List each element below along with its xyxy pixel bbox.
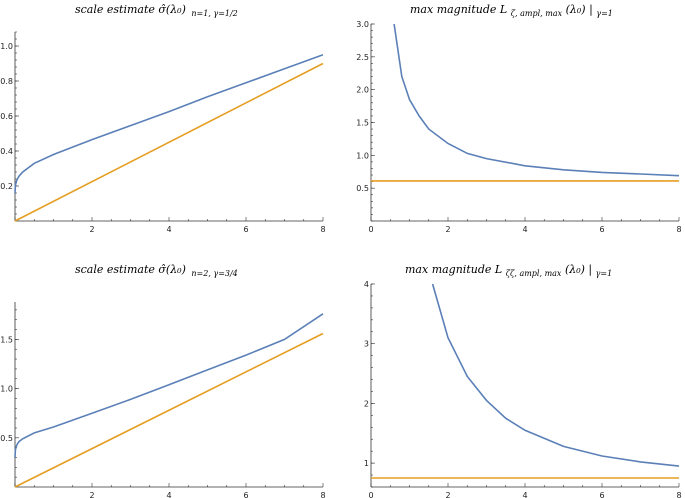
panel2-title: max magnitude L ζ, ampl, max (λ₀) | γ=1: [410, 3, 613, 19]
x-tick-label: 6: [599, 491, 604, 498]
y-tick-label: 0.4: [0, 147, 13, 156]
x-tick-label: 4: [166, 225, 171, 234]
y-tick-label: 2.5: [356, 53, 369, 62]
x-tick-label: 8: [320, 491, 325, 498]
y-tick-label: 2: [364, 399, 369, 408]
x-tick-label: 2: [445, 225, 450, 234]
x-tick-label: 8: [320, 225, 325, 234]
x-tick-label: 2: [89, 491, 94, 498]
series-blue-line: [431, 283, 680, 467]
panel1-plot: 2 4 6 8 0.2 0.4 0.6 0.8 1.0: [0, 31, 326, 234]
panel2-title-tail: (λ₀) |: [566, 3, 593, 17]
x-tick-label: 6: [243, 225, 248, 234]
x-tick-label: 4: [522, 225, 527, 234]
x-tick-label: 6: [243, 491, 248, 498]
x-tick-label: 8: [676, 225, 681, 234]
panel2-plot: 0 2 4 6 8 0.5 1.0 1.5 2.0 2.5 3.0: [356, 20, 681, 234]
y-tick-label: 2.0: [356, 86, 369, 95]
y-tick-label: 3.0: [356, 20, 369, 29]
panel1-title: scale estimate σ̂(λ₀) n=1, γ=1/2: [75, 3, 238, 18]
panel4-title-tail-subscript: γ=1: [596, 269, 613, 278]
y-tick-label: 4: [364, 280, 369, 289]
x-tick-label: 8: [676, 491, 681, 498]
panel4-title: max magnitude L ζζ, ampl, max (λ₀) | γ=1: [405, 263, 612, 279]
panel4-plot: 0 2 4 6 8 1 2 3 4: [364, 280, 682, 498]
y-tick-label: 1: [364, 459, 369, 468]
y-tick-label: 1.5: [356, 119, 369, 128]
y-tick-label: 1.0: [356, 151, 369, 160]
x-tick-label: 6: [599, 225, 604, 234]
panel3-title-subscript: n=2, γ=3/4: [191, 269, 237, 278]
series-blue-line: [393, 23, 680, 177]
series-orange-line: [14, 332, 324, 488]
y-tick-label: 0.6: [0, 112, 13, 121]
y-tick-label: 0.5: [0, 434, 13, 443]
y-tick-label: 0.8: [0, 77, 13, 86]
y-tick-label: 1.5: [0, 335, 13, 344]
panel4-title-subscript: ζζ, ampl, max: [506, 269, 562, 278]
panel3-plot: 2 4 6 8 0.5 1.0 1.5: [0, 302, 326, 498]
panel3-title: scale estimate σ̂(λ₀) n=2, γ=3/4: [75, 263, 238, 278]
x-tick-label: 4: [166, 491, 171, 498]
series-blue-line: [14, 54, 324, 194]
panel1-title-subscript: n=1, γ=1/2: [191, 9, 237, 18]
y-tick-label: 0.5: [356, 184, 369, 193]
panel2-title-tail-subscript: γ=1: [596, 9, 613, 18]
series-orange-line: [14, 62, 324, 222]
y-tick-label: 3: [364, 340, 369, 349]
y-tick-label: 0.2: [0, 182, 13, 191]
x-tick-label: 0: [368, 225, 373, 234]
x-tick-label: 0: [368, 491, 373, 498]
x-tick-label: 4: [522, 491, 527, 498]
panel2-title-subscript: ζ, ampl, max: [511, 9, 563, 18]
x-tick-label: 2: [445, 491, 450, 498]
series-blue-line: [14, 313, 324, 458]
y-tick-label: 1.0: [0, 42, 13, 51]
panel4-title-tail: (λ₀) |: [565, 263, 592, 277]
y-tick-label: 1.0: [0, 385, 13, 394]
x-tick-label: 2: [89, 225, 94, 234]
